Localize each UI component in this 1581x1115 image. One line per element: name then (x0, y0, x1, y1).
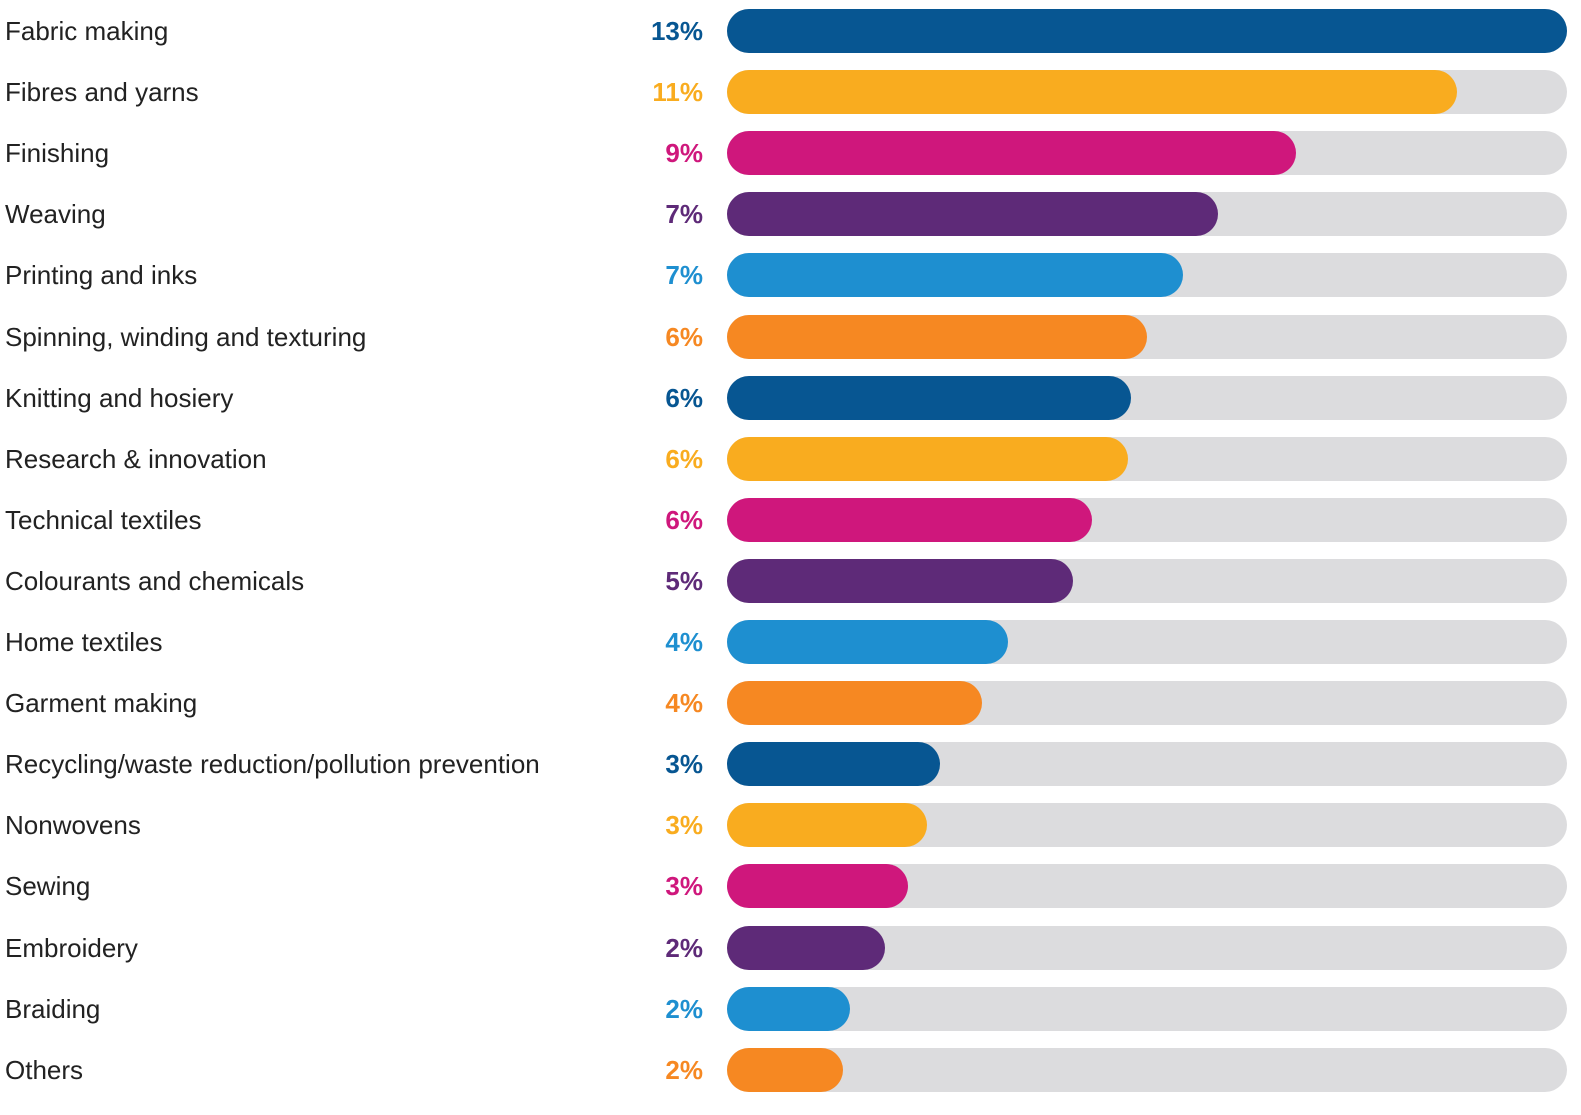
bar-track (727, 131, 1567, 176)
bar (727, 864, 908, 909)
value-label: 6% (665, 382, 703, 413)
bar-row: Knitting and hosiery 6% (0, 375, 1581, 420)
bar (727, 742, 941, 787)
category-label: Weaving (5, 199, 106, 230)
category-label: Finishing (5, 138, 110, 169)
bar (727, 681, 983, 726)
bar-row: Fibres and yarns 11% (0, 70, 1581, 115)
bar-row: Finishing 9% (0, 131, 1581, 176)
bar-row: Research & innovation 6% (0, 436, 1581, 481)
value-label: 4% (665, 688, 703, 719)
bar (727, 1047, 844, 1092)
bar-track (727, 436, 1567, 481)
category-label: Sewing (5, 871, 91, 902)
bar-row: Recycling/waste reduction/pollution prev… (0, 742, 1581, 787)
bar-row: Fabric making 13% (0, 9, 1581, 53)
bar (727, 925, 886, 970)
bar (727, 986, 850, 1031)
value-label: 3% (665, 810, 703, 841)
bar-track (727, 864, 1567, 909)
bar-track (727, 9, 1567, 53)
category-label: Braiding (5, 993, 101, 1024)
bar-row: Technical textiles 6% (0, 497, 1581, 542)
value-label: 13% (650, 16, 703, 46)
bar-track (727, 681, 1567, 726)
bar-track (727, 803, 1567, 848)
category-label: Nonwovens (5, 810, 141, 841)
category-label: Fibres and yarns (5, 77, 199, 108)
category-label: Spinning, winding and texturing (5, 321, 367, 352)
bar-track (727, 253, 1567, 298)
bar-row: Garment making 4% (0, 681, 1581, 726)
bar-row: Home textiles 4% (0, 620, 1581, 664)
bar-track (727, 925, 1567, 970)
bar (727, 803, 928, 848)
bar (727, 558, 1073, 603)
value-label: 9% (665, 138, 703, 169)
category-label: Printing and inks (5, 260, 198, 291)
value-label: 11% (652, 77, 703, 108)
bar-track (727, 986, 1567, 1031)
value-label: 6% (665, 321, 703, 352)
category-label: Garment making (5, 688, 198, 719)
bar-track (727, 1047, 1567, 1092)
bar-row: Nonwovens 3% (0, 803, 1581, 848)
category-label: Technical textiles (5, 504, 202, 535)
value-label: 5% (665, 565, 703, 596)
value-label: 6% (665, 504, 703, 535)
bar-track (727, 497, 1567, 542)
bar-row: Weaving 7% (0, 192, 1581, 237)
category-label: Others (5, 1054, 84, 1085)
bar (727, 375, 1131, 420)
bar (727, 314, 1147, 359)
value-label: 2% (665, 1054, 703, 1085)
value-label: 7% (665, 199, 703, 230)
bar (727, 497, 1093, 542)
bar-row: Braiding 2% (0, 986, 1581, 1031)
category-label: Embroidery (5, 932, 138, 963)
bar-track (727, 742, 1567, 787)
bar (727, 9, 1567, 53)
bar-row: Spinning, winding and texturing 6% (0, 314, 1581, 359)
bar (727, 253, 1183, 298)
bar-track (727, 314, 1567, 359)
value-label: 6% (665, 443, 703, 474)
category-label: Research & innovation (5, 443, 267, 474)
category-label: Fabric making (5, 16, 169, 46)
bar-track (727, 375, 1567, 420)
bar-track (727, 558, 1567, 603)
value-label: 7% (665, 260, 703, 291)
bar-track (727, 192, 1567, 237)
bar (727, 436, 1128, 481)
bar-track (727, 620, 1567, 664)
bar-row: Colourants and chemicals 5% (0, 558, 1581, 603)
bar (727, 70, 1458, 115)
bar (727, 131, 1296, 176)
value-label: 3% (665, 871, 703, 902)
bar (727, 620, 1009, 664)
category-label: Colourants and chemicals (5, 565, 305, 596)
value-label: 2% (665, 932, 703, 963)
bar (727, 192, 1219, 237)
category-label: Knitting and hosiery (5, 382, 234, 413)
category-label: Recycling/waste reduction/pollution prev… (5, 749, 540, 780)
bar-row: Sewing 3% (0, 864, 1581, 909)
bar-row: Embroidery 2% (0, 925, 1581, 970)
value-label: 3% (665, 749, 703, 780)
bar-row: Others 2% (0, 1047, 1581, 1092)
bar-row: Printing and inks 7% (0, 253, 1581, 298)
value-label: 4% (665, 627, 703, 657)
category-label: Home textiles (5, 627, 163, 657)
bar-track (727, 70, 1567, 115)
value-label: 2% (665, 993, 703, 1024)
